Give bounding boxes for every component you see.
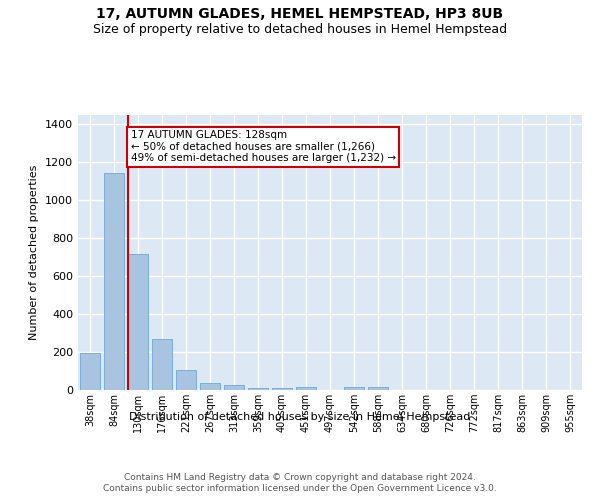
Y-axis label: Number of detached properties: Number of detached properties	[29, 165, 40, 340]
Bar	[248, 388, 268, 390]
Bar	[152, 339, 172, 390]
Bar	[368, 387, 388, 390]
Bar	[272, 388, 292, 390]
Bar	[224, 384, 244, 390]
Text: Contains public sector information licensed under the Open Government Licence v3: Contains public sector information licen…	[103, 484, 497, 493]
Bar	[104, 173, 124, 390]
Text: Distribution of detached houses by size in Hemel Hempstead: Distribution of detached houses by size …	[130, 412, 470, 422]
Bar	[80, 353, 100, 390]
Bar	[200, 384, 220, 390]
Bar	[344, 387, 364, 390]
Text: Contains HM Land Registry data © Crown copyright and database right 2024.: Contains HM Land Registry data © Crown c…	[124, 472, 476, 482]
Bar	[296, 387, 316, 390]
Bar	[176, 370, 196, 390]
Text: 17, AUTUMN GLADES, HEMEL HEMPSTEAD, HP3 8UB: 17, AUTUMN GLADES, HEMEL HEMPSTEAD, HP3 …	[97, 8, 503, 22]
Bar	[128, 254, 148, 390]
Text: Size of property relative to detached houses in Hemel Hempstead: Size of property relative to detached ho…	[93, 22, 507, 36]
Text: 17 AUTUMN GLADES: 128sqm
← 50% of detached houses are smaller (1,266)
49% of sem: 17 AUTUMN GLADES: 128sqm ← 50% of detach…	[131, 130, 396, 164]
